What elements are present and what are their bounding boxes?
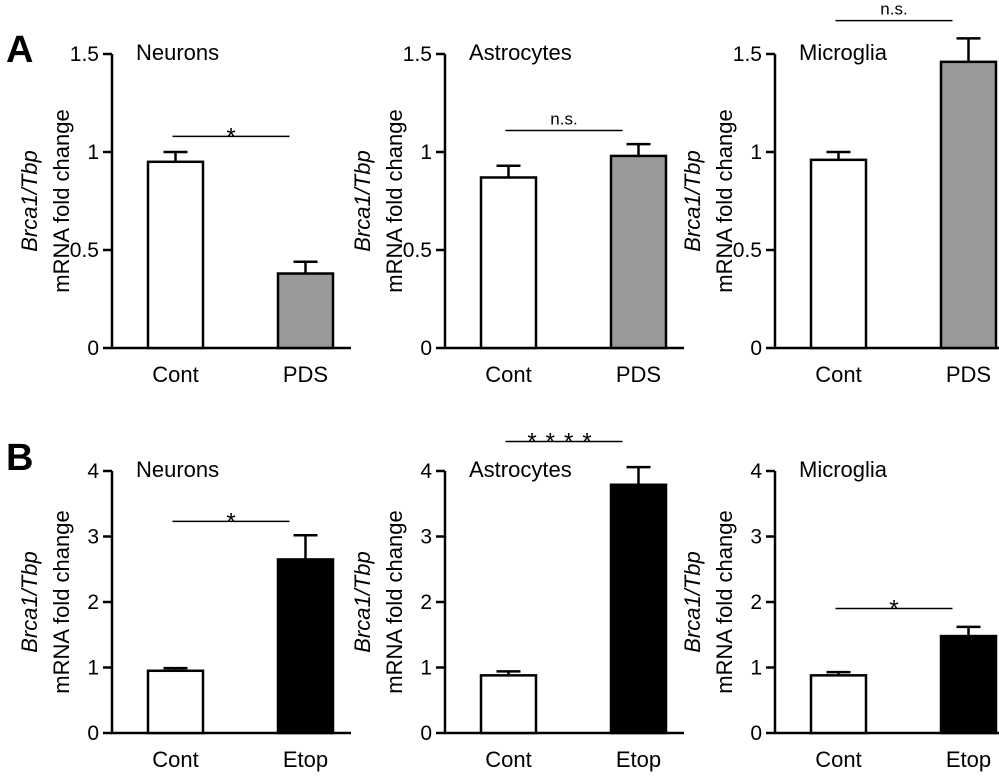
y-axis-label-measure: mRNA fold change xyxy=(382,109,407,292)
x-category-label: PDS xyxy=(616,362,661,387)
bar-cont xyxy=(809,158,868,350)
bar-cont xyxy=(146,160,205,350)
bar-pds xyxy=(609,154,668,350)
significance-label: n.s. xyxy=(550,109,577,128)
bar-etop xyxy=(939,634,998,735)
bar-etop xyxy=(609,483,668,735)
y-axis-label-gene: Brca1/Tbp xyxy=(350,150,375,252)
chart-a-microglia: 0 0.5 1 1.5 Cont PDS Microglia n.s. Brca1/Tbp mRN… xyxy=(680,0,999,387)
y-axis-label-measure: mRNA fold change xyxy=(382,510,407,693)
bar-cont xyxy=(479,176,538,350)
y-tick-label: 2 xyxy=(750,591,762,614)
y-axis-label-measure: mRNA fold change xyxy=(712,510,737,693)
chart-b-neurons: 0 1 2 3 4 Cont Etop Neurons * Brca1/Tbp mRNA fold … xyxy=(17,457,351,772)
y-tick-label: 4 xyxy=(420,460,432,483)
x-category-label: Etop xyxy=(616,747,661,772)
y-tick-label: 2 xyxy=(420,591,432,614)
chart-title: Astrocytes xyxy=(469,457,572,482)
y-axis-label-gene: Brca1/Tbp xyxy=(350,551,375,653)
y-tick-label: 1 xyxy=(87,141,99,164)
y-tick-label: 3 xyxy=(750,526,762,549)
y-tick-label: 1 xyxy=(420,141,432,164)
bar-pds xyxy=(276,272,335,350)
bar-pds xyxy=(939,60,998,350)
x-category-label: Cont xyxy=(815,362,861,387)
y-tick-label: 0.5 xyxy=(70,239,99,262)
significance-label: * xyxy=(889,596,898,623)
y-tick-label: 4 xyxy=(750,460,762,483)
y-axis-label-measure: mRNA fold change xyxy=(49,109,74,292)
y-tick-label: 0 xyxy=(87,337,99,360)
x-category-label: Cont xyxy=(485,362,531,387)
chart-title: Neurons xyxy=(136,457,219,482)
bar-cont xyxy=(809,674,868,735)
y-axis-label-gene: Brca1/Tbp xyxy=(17,551,42,653)
y-tick-label: 1 xyxy=(750,141,762,164)
bar-etop xyxy=(276,558,335,735)
y-tick-label: 0.5 xyxy=(403,239,432,262)
y-tick-label: 0 xyxy=(420,722,432,745)
panel-letter-b: B xyxy=(6,437,33,479)
y-tick-label: 3 xyxy=(420,526,432,549)
chart-a-neurons: 0 0.5 1 1.5 Cont PDS Neurons * Brca1/Tbp mRNA fol… xyxy=(17,40,351,387)
chart-b-microglia: 0 1 2 3 4 Cont Etop Microglia * Brca1/Tbp mRNA fol… xyxy=(680,457,999,772)
y-tick-label: 1.5 xyxy=(403,43,432,66)
y-tick-label: 4 xyxy=(87,460,99,483)
chart-title: Microglia xyxy=(799,457,888,482)
chart-b-astrocytes: 0 1 2 3 4 Cont Etop Astrocytes**** Brca1/Tbp mRNA… xyxy=(350,429,684,772)
y-tick-label: 1 xyxy=(750,657,762,680)
y-axis-label-gene: Brca1/Tbp xyxy=(680,551,705,653)
y-tick-label: 0 xyxy=(420,337,432,360)
chart-title: Microglia xyxy=(799,40,888,65)
x-category-label: PDS xyxy=(946,362,991,387)
significance-label: * xyxy=(226,123,235,150)
significance-label: * xyxy=(226,508,235,535)
significance-label: **** xyxy=(527,429,600,456)
y-tick-label: 0 xyxy=(750,337,762,360)
x-category-label: Etop xyxy=(283,747,328,772)
bar-cont xyxy=(146,669,205,735)
charts-container: 0 0.5 1 1.5 Cont PDS Neurons * Brca1/Tbp mRNA fol… xyxy=(17,0,999,772)
chart-a-astrocytes: 0 0.5 1 1.5 Cont PDS Astrocytes n.s. Brca1/Tbp mR… xyxy=(350,40,684,387)
bar-cont xyxy=(479,674,538,735)
y-tick-label: 2 xyxy=(87,591,99,614)
x-category-label: Cont xyxy=(485,747,531,772)
x-category-label: Cont xyxy=(152,362,198,387)
y-tick-label: 1.5 xyxy=(733,43,762,66)
x-category-label: Cont xyxy=(152,747,198,772)
y-tick-label: 0.5 xyxy=(733,239,762,262)
y-axis-label-measure: mRNA fold change xyxy=(712,109,737,292)
y-tick-label: 0 xyxy=(87,722,99,745)
panel-letter-a: A xyxy=(6,29,33,71)
y-tick-label: 1.5 xyxy=(70,43,99,66)
x-category-label: Cont xyxy=(815,747,861,772)
y-tick-label: 1 xyxy=(87,657,99,680)
chart-title: Neurons xyxy=(136,40,219,65)
y-tick-label: 0 xyxy=(750,722,762,745)
x-category-label: PDS xyxy=(283,362,328,387)
y-axis-label-gene: Brca1/Tbp xyxy=(680,150,705,252)
x-category-label: Etop xyxy=(946,747,991,772)
y-tick-label: 1 xyxy=(420,657,432,680)
y-axis-label-gene: Brca1/Tbp xyxy=(17,150,42,252)
significance-label: n.s. xyxy=(880,0,907,19)
y-axis-label-measure: mRNA fold change xyxy=(49,510,74,693)
chart-title: Astrocytes xyxy=(469,40,572,65)
y-tick-label: 3 xyxy=(87,526,99,549)
